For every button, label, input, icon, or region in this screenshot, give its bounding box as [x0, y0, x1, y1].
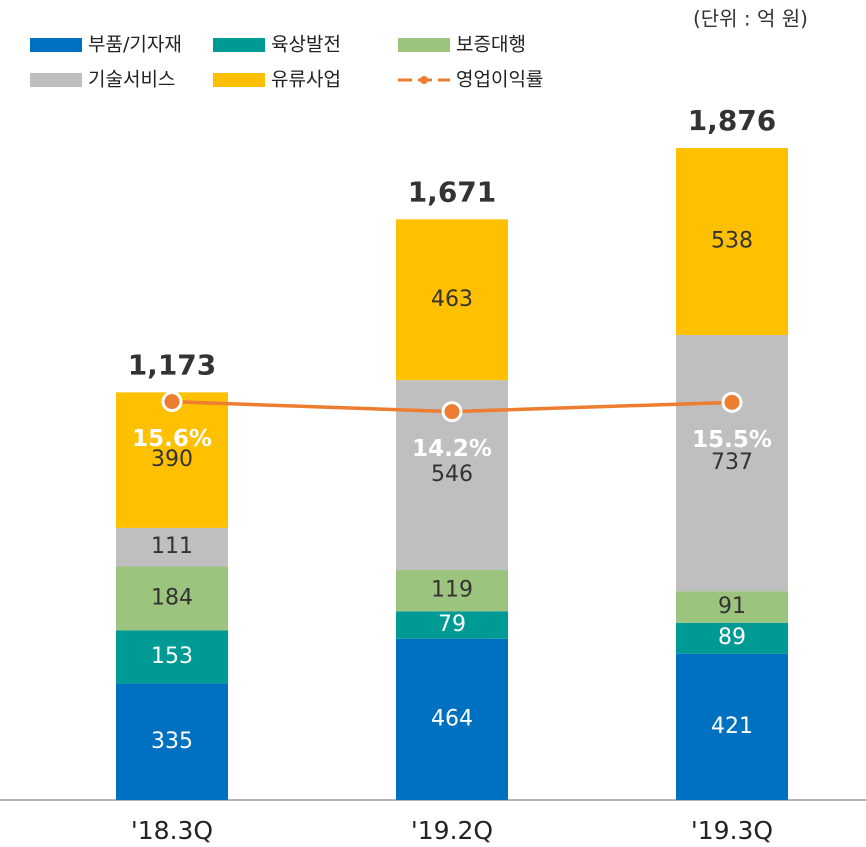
x-tick-label: '18.3Q [131, 816, 213, 845]
legend-label: 부품/기자재 [88, 34, 182, 56]
segment-label: 119 [431, 578, 473, 603]
segment-label: 421 [711, 714, 753, 739]
segment-label: 538 [711, 229, 753, 254]
line-label: 15.5% [692, 427, 772, 453]
line-point [441, 401, 463, 423]
legend-label: 보증대행 [456, 34, 526, 56]
bar-segment [676, 653, 788, 800]
legend-swatch [398, 38, 450, 52]
segment-label: 463 [431, 287, 473, 312]
legend-dot [420, 76, 428, 84]
bar-segment [676, 148, 788, 336]
legend-swatch [213, 73, 265, 87]
segment-label: 184 [151, 585, 193, 610]
bar-segment [396, 638, 508, 800]
segment-label: 79 [438, 612, 466, 637]
total-label: 1,173 [128, 348, 217, 381]
unit-note: (단위 : 억 원) [693, 7, 808, 31]
segment-label: 464 [431, 706, 473, 731]
bar-segment [676, 335, 788, 592]
x-tick-label: '19.2Q [411, 816, 493, 845]
legend-label: 영업이익률 [456, 69, 543, 91]
bar-segment [116, 527, 228, 567]
segment-label: 546 [431, 462, 473, 487]
total-label: 1,876 [688, 104, 777, 137]
bar-segment [116, 392, 228, 528]
legend-label: 육상발전 [271, 34, 341, 56]
bar-segment [396, 569, 508, 612]
legend-label: 기술서비스 [88, 69, 175, 91]
legend-swatch [30, 73, 82, 87]
legend-swatch [213, 38, 265, 52]
bar-segment [116, 566, 228, 631]
line-point [161, 391, 183, 413]
legend-label: 유류사업 [271, 69, 341, 91]
bar-segment [396, 611, 508, 639]
bar-segment [676, 591, 788, 623]
segment-label: 390 [151, 447, 193, 472]
segment-label: 153 [151, 644, 193, 669]
segment-label: 91 [718, 594, 746, 619]
legend-swatch [30, 38, 82, 52]
segment-label: 89 [718, 625, 746, 650]
line-label: 15.6% [132, 426, 212, 452]
segment-label: 737 [711, 450, 753, 475]
bar-segment [116, 630, 228, 684]
bar-segment [116, 683, 228, 800]
bar-segment [396, 219, 508, 381]
line-label: 14.2% [412, 436, 492, 462]
total-label: 1,671 [408, 175, 497, 208]
segment-label: 111 [151, 534, 193, 559]
line-point [721, 391, 743, 413]
x-tick-label: '19.3Q [691, 816, 773, 845]
bar-segment [676, 622, 788, 654]
segment-label: 335 [151, 729, 193, 754]
